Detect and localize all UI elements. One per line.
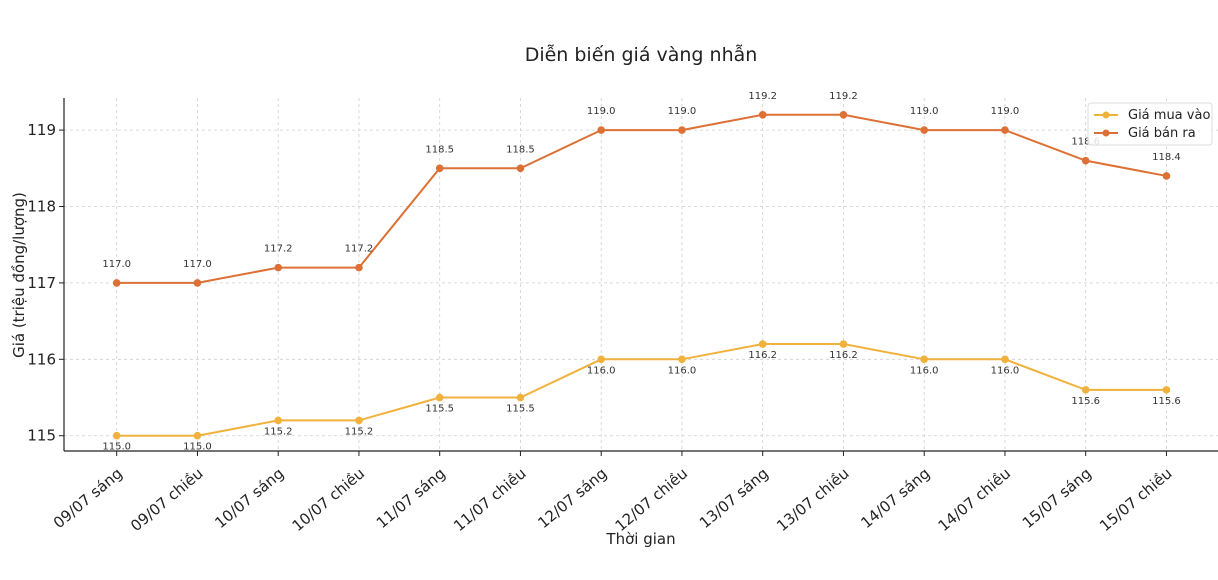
data-point — [435, 393, 444, 402]
data-label: 119.2 — [829, 91, 858, 102]
data-point — [516, 393, 525, 402]
data-point — [355, 263, 363, 272]
data-point — [355, 416, 363, 425]
x-tick-label: 09/07 sáng — [50, 464, 126, 532]
data-label: 115.5 — [425, 404, 454, 415]
data-label: 119.0 — [910, 106, 939, 117]
y-tick-label: 118 — [27, 197, 56, 215]
data-label: 117.2 — [345, 244, 374, 255]
data-point — [274, 263, 283, 272]
x-tick-label: 15/07 chiều — [1096, 464, 1175, 535]
data-point — [920, 355, 928, 364]
x-tick-label: 14/07 sáng — [857, 464, 933, 532]
data-label: 115.6 — [1152, 396, 1181, 407]
y-tick-label: 115 — [27, 427, 56, 445]
legend-label-buy: Giá mua vào — [1128, 108, 1210, 123]
legend: Giá mua vào Giá bán ra — [1087, 102, 1213, 146]
legend-label-sell: Giá bán ra — [1128, 126, 1196, 141]
x-axis-label: Thời gian — [605, 530, 675, 548]
data-point — [1001, 126, 1009, 134]
data-label: 118.6 — [1071, 137, 1100, 148]
series-line-sell — [116, 113, 1167, 284]
data-point — [839, 340, 848, 348]
data-label: 115.0 — [183, 442, 212, 453]
data-point — [274, 416, 283, 425]
data-label: 119.2 — [748, 91, 777, 102]
data-point — [920, 126, 928, 134]
data-point — [1162, 386, 1171, 394]
chart-title: Diễn biến giá vàng nhẫn — [525, 43, 758, 66]
data-point — [1001, 355, 1009, 364]
series — [112, 111, 1171, 440]
data-label: 115.2 — [264, 426, 293, 437]
x-tick-label: 11/07 chiều — [450, 464, 529, 535]
data-label: 116.0 — [910, 365, 939, 376]
data-label: 116.0 — [587, 365, 616, 376]
legend-box — [1087, 102, 1213, 146]
data-label: 119.0 — [587, 106, 616, 117]
data-point — [193, 279, 202, 287]
x-tick-label: 10/07 sáng — [211, 464, 287, 532]
data-point — [758, 340, 767, 348]
data-label: 118.4 — [1152, 152, 1181, 163]
y-tick-label: 116 — [27, 350, 56, 368]
y-axis-label: Giá (triệu đồng/lượng) — [10, 192, 28, 358]
data-label: 119.0 — [668, 106, 697, 117]
data-point — [758, 111, 767, 119]
data-label: 117.0 — [183, 259, 212, 270]
data-label: 116.0 — [668, 365, 697, 376]
data-label: 115.6 — [1071, 396, 1100, 407]
data-point — [1162, 172, 1171, 180]
x-tick-label: 09/07 chiều — [127, 464, 206, 535]
data-point — [678, 355, 686, 364]
x-tick-label: 14/07 chiều — [935, 464, 1014, 535]
data-point — [1081, 156, 1090, 165]
x-tick-label: 12/07 sáng — [534, 464, 610, 532]
data-label: 116.0 — [991, 365, 1020, 376]
legend-marker-buy — [1102, 111, 1110, 119]
data-label: 116.2 — [829, 350, 858, 361]
data-point — [678, 126, 686, 134]
data-point — [839, 111, 848, 119]
data-point — [1081, 386, 1090, 394]
data-label: 118.5 — [425, 144, 454, 155]
data-label: 116.2 — [748, 350, 777, 361]
data-point — [435, 164, 444, 173]
data-point — [112, 279, 121, 287]
data-point — [112, 431, 121, 440]
data-labels: 115.0 115.0 115.2 115.2 115.5 115.5 116.0 116.0… — [102, 91, 1180, 453]
data-label: 117.0 — [102, 259, 131, 270]
data-point — [597, 126, 605, 134]
data-label: 117.2 — [264, 244, 293, 255]
series-line-buy — [116, 343, 1167, 437]
data-label: 115.5 — [506, 404, 535, 415]
x-tick-label: 10/07 chiều — [289, 464, 368, 535]
data-label: 115.0 — [102, 442, 131, 453]
x-tick-label: 15/07 sáng — [1019, 464, 1095, 532]
axes: 09/07 sáng 09/07 chiều 10/07 sáng 10/07 chi… — [27, 98, 1218, 535]
legend-marker-sell — [1102, 129, 1110, 137]
data-label: 118.5 — [506, 144, 535, 155]
data-point — [597, 355, 605, 364]
data-point — [516, 164, 525, 173]
x-tick-label: 12/07 chiều — [612, 464, 691, 535]
data-point — [193, 431, 202, 440]
y-tick-label: 119 — [27, 121, 56, 139]
x-tick-label: 13/07 sáng — [696, 464, 772, 532]
x-tick-label: 13/07 chiều — [773, 464, 852, 535]
data-label: 119.0 — [991, 106, 1020, 117]
y-tick-label: 117 — [27, 274, 56, 292]
x-tick-label: 11/07 sáng — [373, 464, 449, 532]
data-label: 115.2 — [345, 426, 374, 437]
